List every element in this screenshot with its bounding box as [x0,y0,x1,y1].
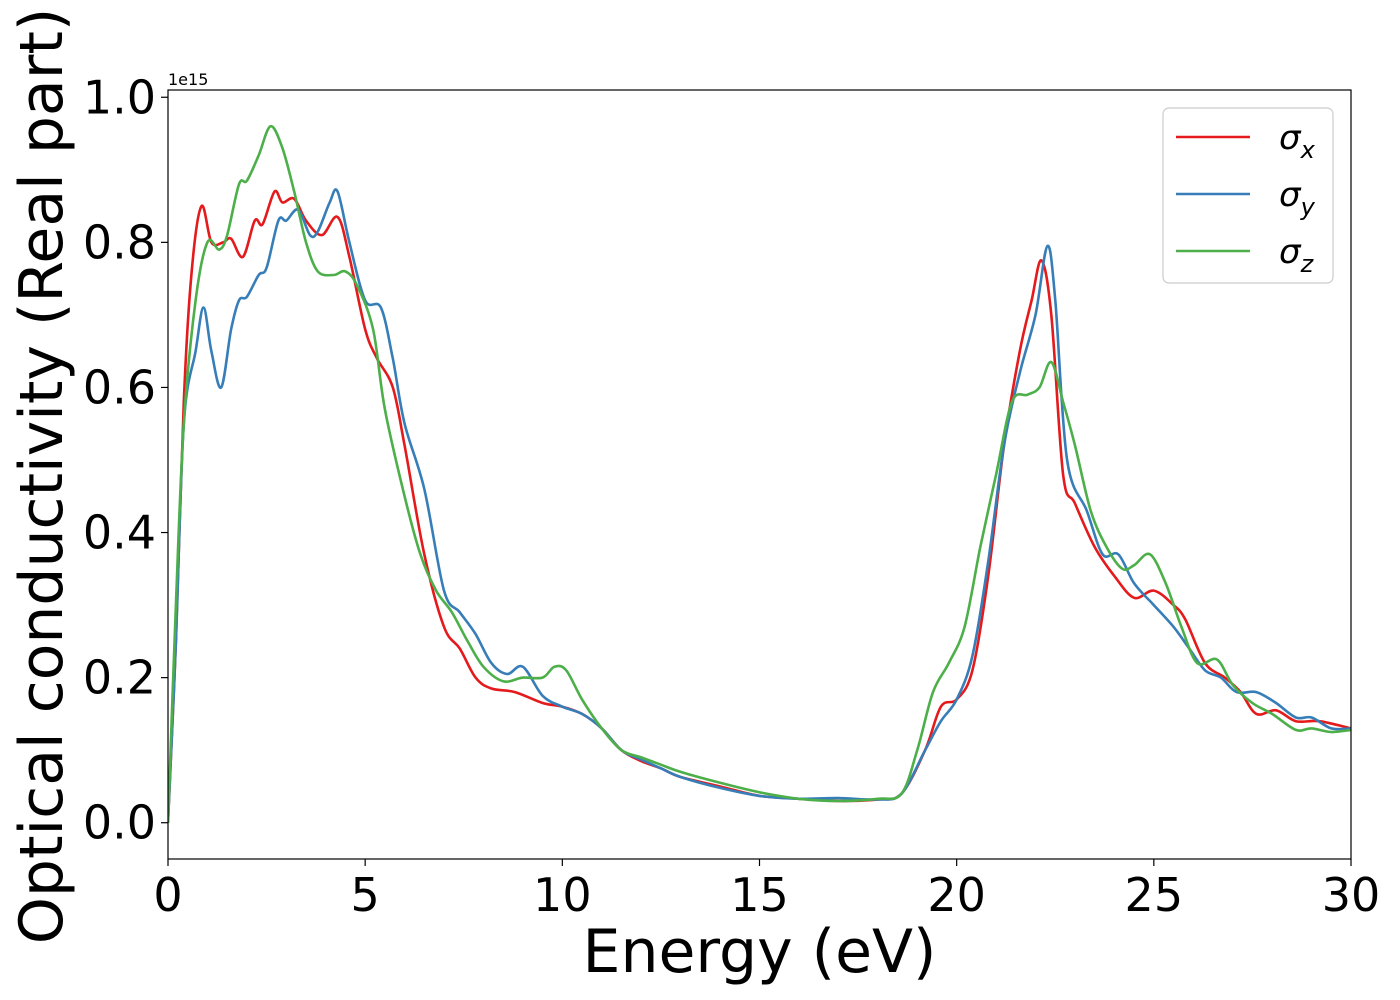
y-axis-ticks: 0.0 0.2 0.4 0.6 0.8 1.0 [83,70,168,850]
x-tick-label: 30 [1322,868,1381,922]
offset-text: 1e15 [168,70,208,89]
x-tick-label: 5 [351,868,380,922]
legend-label-x: σx [1279,118,1316,164]
x-axis-ticks: 0 5 10 15 20 25 30 [153,859,1380,922]
x-tick-label: 15 [730,868,789,922]
x-axis-label: Energy (eV) [583,917,937,987]
y-tick-label: 0.6 [83,360,156,414]
legend-label-z: σz [1279,232,1315,278]
series-line-x [168,189,1351,823]
x-tick-label: 25 [1125,868,1184,922]
y-tick-label: 0.2 [83,651,156,705]
y-tick-label: 0.4 [83,506,156,560]
legend-frame [1162,107,1334,284]
x-tick-label: 0 [153,868,182,922]
legend: σx σy σz [1162,107,1334,284]
series-layer [168,125,1351,823]
y-tick-label: 1.0 [83,70,156,124]
y-tick-label: 0.0 [83,796,156,850]
y-axis-label: Optical conductivity (Real part) [7,8,77,945]
x-tick-label: 20 [927,868,986,922]
legend-label-y: σy [1279,175,1316,221]
y-tick-label: 0.8 [83,215,156,269]
series-line-z [168,125,1351,823]
x-tick-label: 10 [533,868,592,922]
